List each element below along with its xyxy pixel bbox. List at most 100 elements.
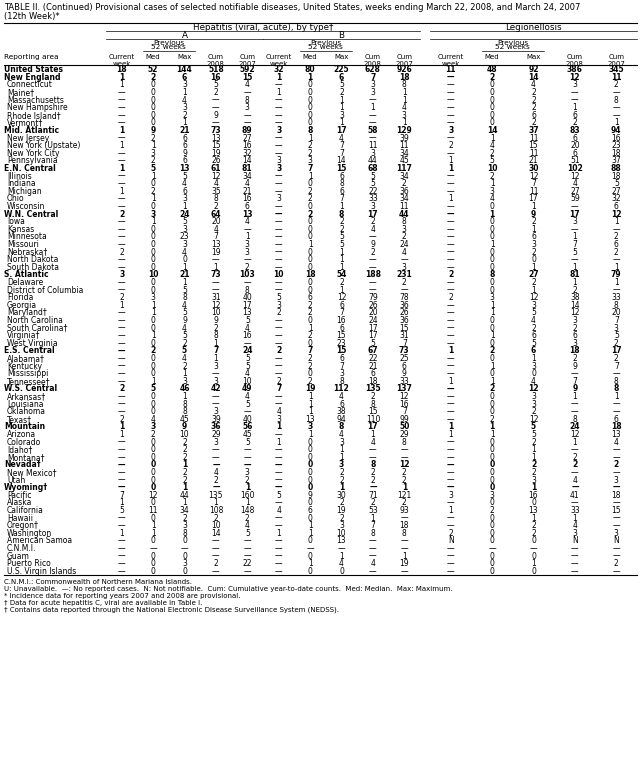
Text: 52 weeks: 52 weeks <box>308 44 343 50</box>
Text: 26: 26 <box>368 301 378 310</box>
Text: 2: 2 <box>531 88 536 97</box>
Text: 2: 2 <box>402 278 406 287</box>
Text: 0: 0 <box>490 248 495 256</box>
Text: 4: 4 <box>245 80 250 90</box>
Text: 1: 1 <box>531 225 536 234</box>
Text: 4: 4 <box>370 225 376 234</box>
Text: —: — <box>613 498 620 507</box>
Text: 0: 0 <box>151 559 156 568</box>
Text: —: — <box>118 483 126 492</box>
Text: 0: 0 <box>151 498 156 507</box>
Text: 1: 1 <box>151 377 156 386</box>
Text: 71: 71 <box>368 491 378 500</box>
Text: —: — <box>275 369 283 378</box>
Text: 0: 0 <box>151 80 156 90</box>
Text: E.N. Central: E.N. Central <box>4 164 56 173</box>
Text: 21: 21 <box>242 187 252 196</box>
Text: —: — <box>212 544 220 553</box>
Text: 12: 12 <box>399 461 410 470</box>
Text: —: — <box>212 256 220 264</box>
Text: 2: 2 <box>308 187 312 196</box>
Text: —: — <box>571 544 579 553</box>
Text: 2: 2 <box>308 142 312 150</box>
Text: 5: 5 <box>151 164 156 173</box>
Text: —: — <box>118 233 126 242</box>
Text: 2: 2 <box>614 339 619 348</box>
Text: 17: 17 <box>367 210 378 219</box>
Text: 31: 31 <box>211 293 221 302</box>
Text: 18: 18 <box>612 171 621 181</box>
Text: 1: 1 <box>308 559 312 568</box>
Text: 0: 0 <box>490 103 495 112</box>
Text: —: — <box>529 544 537 553</box>
Text: 21: 21 <box>179 126 190 135</box>
Text: —: — <box>244 461 251 470</box>
Text: —: — <box>275 148 283 158</box>
Text: —: — <box>613 88 620 97</box>
Text: 1: 1 <box>213 354 219 363</box>
Text: 0: 0 <box>151 567 156 576</box>
Text: 2: 2 <box>308 194 312 203</box>
Text: —: — <box>212 552 220 561</box>
Text: —: — <box>369 536 377 545</box>
Text: —: — <box>275 544 283 553</box>
Text: —: — <box>613 521 620 530</box>
Text: 4: 4 <box>245 369 250 378</box>
Text: 14: 14 <box>487 126 497 135</box>
Text: 15: 15 <box>337 347 347 356</box>
Text: 2: 2 <box>339 513 344 522</box>
Text: 1: 1 <box>276 73 281 82</box>
Text: 30: 30 <box>528 164 538 173</box>
Text: W.N. Central: W.N. Central <box>4 210 58 219</box>
Text: 5: 5 <box>245 438 250 447</box>
Text: —: — <box>613 513 620 522</box>
Text: 33: 33 <box>368 194 378 203</box>
Text: —: — <box>447 285 454 295</box>
Text: 3: 3 <box>245 103 250 112</box>
Text: Cum
2007: Cum 2007 <box>238 54 256 67</box>
Text: 16: 16 <box>529 491 538 500</box>
Text: 0: 0 <box>151 468 156 477</box>
Text: 5: 5 <box>245 316 250 325</box>
Text: 2: 2 <box>370 217 375 226</box>
Text: 0: 0 <box>531 369 536 378</box>
Text: 2: 2 <box>490 415 494 424</box>
Text: 32: 32 <box>242 148 252 158</box>
Text: —: — <box>447 453 454 462</box>
Text: 0: 0 <box>308 369 313 378</box>
Text: 19: 19 <box>211 248 221 256</box>
Text: 1: 1 <box>151 331 156 340</box>
Text: —: — <box>118 263 126 272</box>
Text: 39: 39 <box>399 134 409 142</box>
Text: —: — <box>244 256 251 264</box>
Text: 8: 8 <box>213 331 219 340</box>
Text: 12: 12 <box>399 392 409 401</box>
Text: —: — <box>244 407 251 416</box>
Text: 6: 6 <box>182 134 187 142</box>
Text: 2: 2 <box>572 453 578 462</box>
Text: 2: 2 <box>151 187 156 196</box>
Text: —: — <box>118 362 126 370</box>
Text: 3: 3 <box>572 529 578 538</box>
Text: 27: 27 <box>242 134 252 142</box>
Text: —: — <box>275 142 283 150</box>
Text: —: — <box>118 202 126 211</box>
Text: S. Atlantic: S. Atlantic <box>4 270 49 279</box>
Text: 9: 9 <box>182 148 187 158</box>
Text: 0: 0 <box>308 217 313 226</box>
Text: 1: 1 <box>213 339 219 348</box>
Text: C.N.M.I.: C.N.M.I. <box>7 544 37 553</box>
Text: —: — <box>275 210 283 219</box>
Text: 2: 2 <box>245 263 250 272</box>
Text: 45: 45 <box>399 156 409 165</box>
Text: 0: 0 <box>151 202 156 211</box>
Text: 9: 9 <box>572 384 578 393</box>
Text: 12: 12 <box>148 491 158 500</box>
Text: 1: 1 <box>572 103 578 112</box>
Text: 2: 2 <box>531 103 536 112</box>
Text: 3: 3 <box>490 293 495 302</box>
Text: 0: 0 <box>490 552 495 561</box>
Text: South Dakota: South Dakota <box>7 263 59 272</box>
Text: 1: 1 <box>531 445 536 454</box>
Text: —: — <box>571 559 579 568</box>
